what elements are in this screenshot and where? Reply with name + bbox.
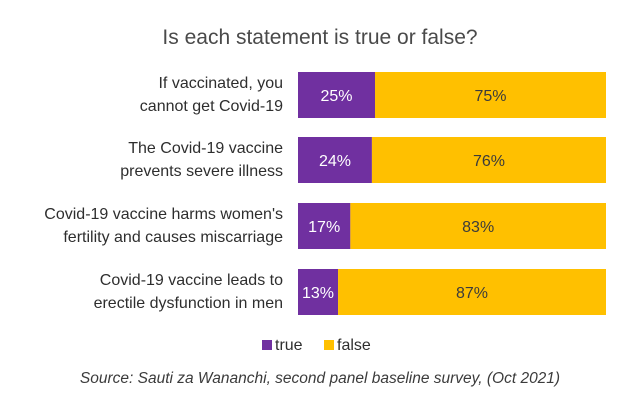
data-label: 24% xyxy=(319,153,351,170)
bar-false xyxy=(371,137,606,183)
bar-true xyxy=(298,72,375,118)
legend-label-true: true xyxy=(275,337,303,354)
data-label: 75% xyxy=(474,88,506,105)
data-label: 83% xyxy=(462,219,494,236)
category-labels: If vaccinated, you cannot get Covid-19 The… xyxy=(44,75,283,312)
data-label: 87% xyxy=(456,285,488,302)
bar-false xyxy=(375,72,606,118)
data-label: 76% xyxy=(473,153,505,170)
legend-label-false: false xyxy=(337,337,371,354)
chart-title: Is each statement is true or false? xyxy=(162,26,477,49)
legend: true false xyxy=(262,337,371,354)
legend-swatch-false xyxy=(324,340,334,350)
data-label: 17% xyxy=(308,219,340,236)
bars: 25% 75% 24% 76% 17% 83% 13% 87% xyxy=(298,72,606,315)
bar-true xyxy=(298,137,372,183)
category-label: The Covid-19 vaccine prevents severe illn… xyxy=(120,140,283,180)
data-label: 25% xyxy=(320,88,352,105)
legend-swatch-true xyxy=(262,340,272,350)
bar-true xyxy=(298,269,339,315)
bar-false xyxy=(350,203,606,249)
source-note: Source: Sauti za Wananchi, second panel … xyxy=(79,370,561,387)
stacked-bar-chart: Is each statement is true or false? If v… xyxy=(44,26,606,354)
bar-false xyxy=(338,269,606,315)
category-label: If vaccinated, you cannot get Covid-19 xyxy=(140,75,283,115)
bar-true xyxy=(298,203,351,249)
category-label: Covid-19 vaccine harms women's fertility … xyxy=(44,206,283,246)
data-label: 13% xyxy=(302,285,334,302)
category-label: Covid-19 vaccine leads to erectile dysfun… xyxy=(94,272,284,312)
